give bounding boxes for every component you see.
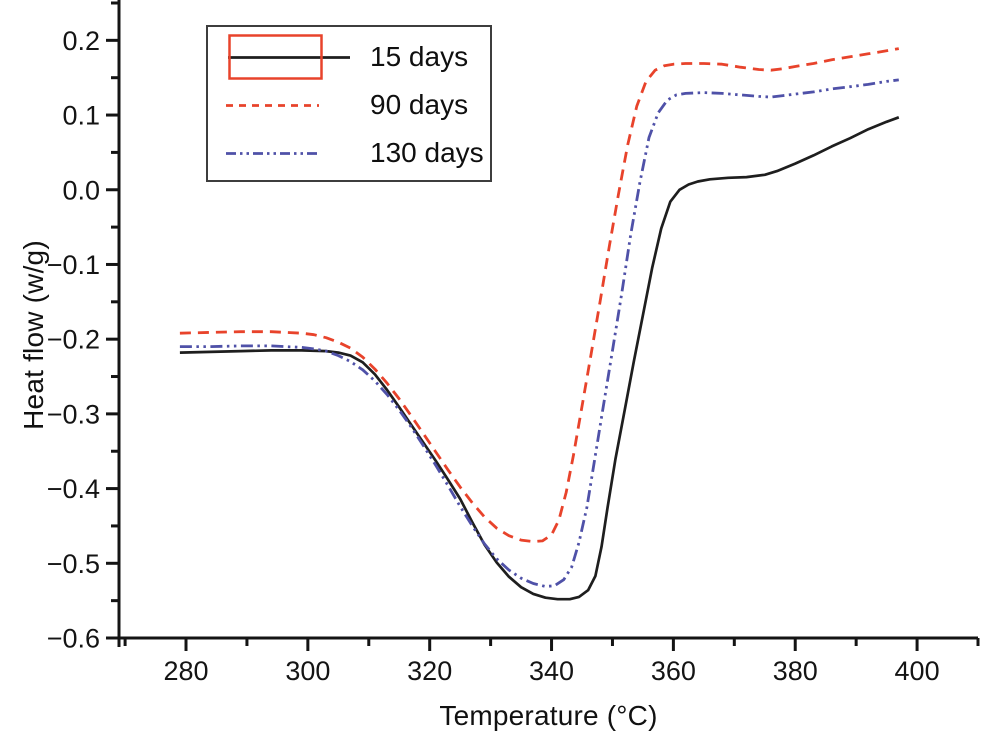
legend-swatch-130-days <box>226 129 364 177</box>
y-axis-label: Heat flow (w/g) <box>18 240 49 430</box>
series-line-130-days <box>179 78 899 588</box>
legend-swatch-90-days <box>226 81 364 129</box>
legend-item-130-days: 130 days <box>226 129 484 177</box>
x-axis-label: Temperature (°C) <box>439 700 658 731</box>
legend-swatch-130-days-canvas <box>226 152 319 155</box>
legend-item-15-days: 15 days <box>226 33 478 81</box>
legend-swatch-15-days-canvas <box>228 34 350 80</box>
legend-box-15-days <box>228 34 323 80</box>
legend-swatch-90-days-canvas <box>226 104 319 107</box>
y-tick-label: −0.2 <box>47 325 100 355</box>
y-tick-label: 0.2 <box>62 26 100 56</box>
legend-swatch-15-days <box>226 33 364 81</box>
y-tick-label: −0.5 <box>47 549 100 579</box>
x-tick-label: 320 <box>407 656 452 686</box>
legend-label-15-days: 15 days <box>370 41 469 72</box>
x-tick-label: 280 <box>163 656 208 686</box>
x-tick-label: 400 <box>895 656 940 686</box>
legend: 15 days 90 days 130 days <box>206 25 492 182</box>
y-tick-label: 0.1 <box>62 101 100 131</box>
x-tick-label: 300 <box>285 656 330 686</box>
legend-label-130-days: 130 days <box>370 137 484 168</box>
legend-item-90-days: 90 days <box>226 81 478 129</box>
x-tick-label: 380 <box>773 656 818 686</box>
series-line-15-days <box>179 116 900 601</box>
y-tick-label: −0.4 <box>47 474 100 504</box>
y-tick-label: −0.6 <box>47 624 100 654</box>
y-tick-label: 0.0 <box>62 175 100 205</box>
x-tick-label: 340 <box>529 656 574 686</box>
x-tick-label: 360 <box>651 656 696 686</box>
legend-label-90-days: 90 days <box>370 89 469 120</box>
series-line-90-days <box>179 47 900 543</box>
y-tick-label: −0.3 <box>47 399 100 429</box>
y-tick-label: −0.1 <box>47 250 100 280</box>
